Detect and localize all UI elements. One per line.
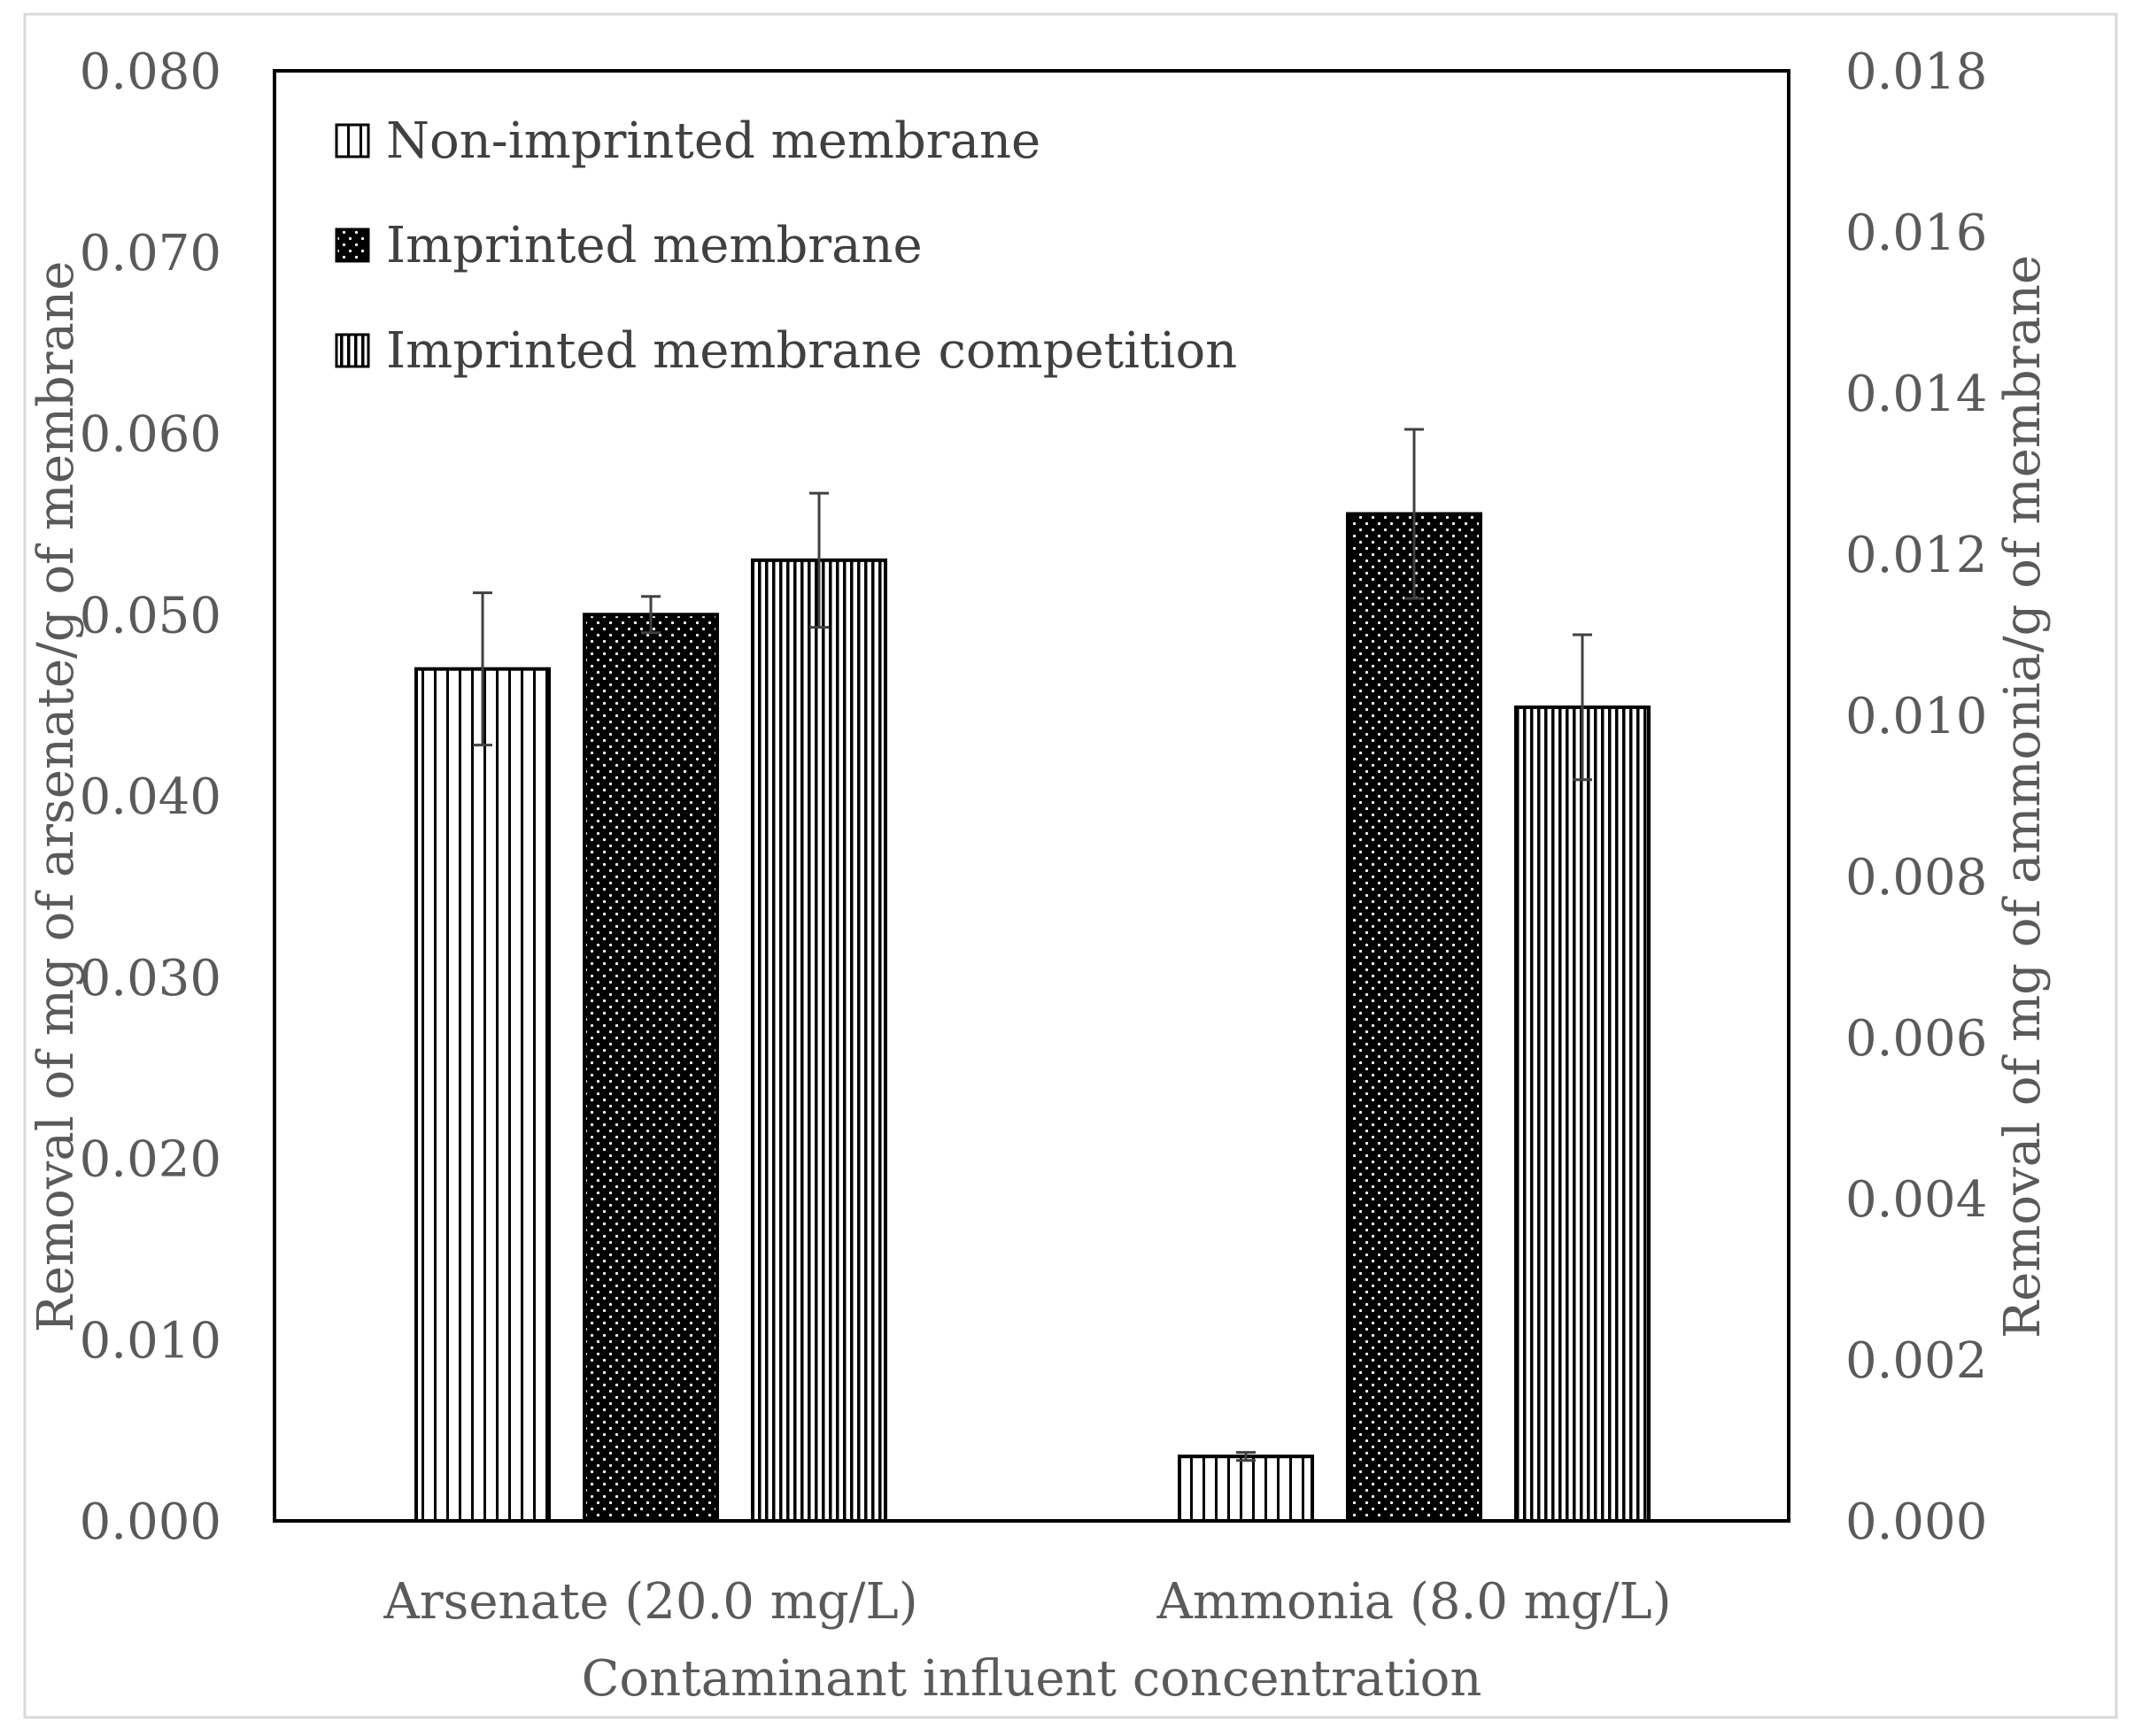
- right-y-tick-label: 0.004: [1845, 1171, 1987, 1229]
- left-y-tick-label: 0.010: [80, 1312, 221, 1370]
- bar-3-arsenate: [751, 558, 887, 1524]
- legend-item-imprinted: Imprinted membrane: [335, 217, 923, 274]
- right-y-tick-label: 0.006: [1845, 1010, 1987, 1068]
- bar-3-ammonia: [1514, 705, 1651, 1523]
- legend-label-competition: Imprinted membrane competition: [386, 322, 1237, 380]
- right-y-tick-label: 0.008: [1845, 849, 1987, 907]
- legend-label-non-imprinted: Non-imprinted membrane: [386, 112, 1040, 170]
- bar-2-ammonia: [1346, 512, 1482, 1523]
- left-y-axis-title: Removal of mg of arsenate/g of membrane: [27, 261, 85, 1333]
- left-y-tick-label: 0.070: [80, 225, 221, 282]
- left-y-tick-label: 0.040: [80, 768, 221, 826]
- right-y-axis-title: Removal of mg of ammonia/g of membrane: [1994, 255, 2052, 1339]
- figure-frame: [23, 12, 2118, 1719]
- right-y-tick-label: 0.010: [1845, 688, 1987, 745]
- right-y-tick-label: 0.018: [1845, 43, 1987, 101]
- bar-1-ammonia: [1178, 1454, 1314, 1523]
- left-y-tick-label: 0.060: [80, 406, 221, 464]
- bars-group: [414, 512, 1651, 1524]
- legend-item-competition: Imprinted membrane competition: [335, 322, 1237, 380]
- legend: Non-imprinted membrane Imprinted membran…: [335, 112, 1237, 380]
- bar-1-arsenate: [414, 667, 551, 1523]
- legend-item-non-imprinted: Non-imprinted membrane: [335, 112, 1040, 170]
- x-axis-category-labels: Arsenate (20.0 mg/L) Ammonia (8.0 mg/L): [383, 1573, 1671, 1631]
- left-y-tick-label: 0.080: [80, 43, 221, 101]
- x-axis-title: Contaminant influent concentration: [582, 1650, 1482, 1708]
- x-category-label: Arsenate (20.0 mg/L): [383, 1573, 917, 1631]
- x-category-label: Ammonia (8.0 mg/L): [1156, 1573, 1671, 1631]
- legend-label-imprinted: Imprinted membrane: [386, 217, 923, 274]
- plot-area-frame: [273, 69, 1790, 1523]
- right-y-tick-label: 0.016: [1845, 204, 1987, 262]
- legend-swatch-competition: [335, 333, 370, 368]
- error-bars-group: [473, 428, 1592, 1462]
- left-y-tick-label: 0.050: [80, 587, 221, 644]
- right-y-tick-label: 0.002: [1845, 1332, 1987, 1390]
- left-y-tick-label: 0.020: [80, 1131, 221, 1189]
- legend-swatch-non-imprinted: [335, 123, 370, 158]
- right-y-axis-ticks: 0.000 0.002 0.004 0.006 0.008 0.010 0.012 0.014…: [1845, 43, 1987, 1551]
- legend-swatch-imprinted: [335, 228, 370, 263]
- right-y-tick-label: 0.014: [1845, 366, 1987, 423]
- right-y-tick-label: 0.000: [1845, 1493, 1987, 1551]
- left-y-tick-label: 0.030: [80, 950, 221, 1007]
- bar-2-arsenate: [583, 613, 719, 1523]
- right-y-tick-label: 0.012: [1845, 527, 1987, 584]
- left-y-tick-label: 0.000: [80, 1493, 221, 1551]
- left-y-axis-ticks: 0.000 0.010 0.020 0.030 0.040 0.050 0.060 0.070…: [80, 43, 221, 1551]
